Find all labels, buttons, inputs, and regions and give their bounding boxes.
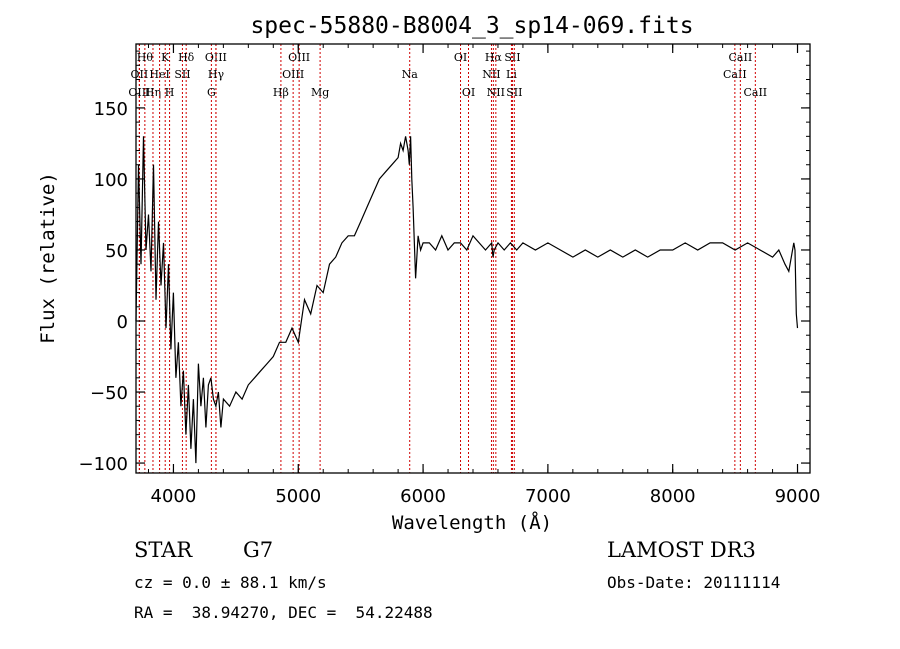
y-tick-label-0: −100	[79, 454, 128, 475]
line-markers: OIIOIIIHθHηHeIKHSIIHδGOIIIHγHβOIIIOIIIMg…	[128, 44, 767, 473]
marker-label-19: NII	[482, 68, 500, 81]
object-subclass: G7	[243, 538, 274, 562]
y-tick-label-3: 50	[105, 241, 128, 262]
y-axis-label: Flux (relative)	[37, 172, 59, 344]
x-tick-label-0: 4000	[151, 486, 197, 507]
marker-label-22: SII	[504, 51, 520, 64]
marker-label-7: SII	[174, 68, 190, 81]
x-axis-label: Wavelength (Å)	[392, 511, 552, 534]
x-tick-label-3: 7000	[525, 486, 571, 507]
marker-label-18: OI	[462, 86, 475, 99]
y-tick-label-2: 0	[117, 312, 128, 333]
marker-label-5: K	[161, 51, 170, 64]
y-tick-label-4: 100	[94, 170, 128, 191]
marker-label-4: HeI	[149, 68, 169, 81]
object-class: STAR	[134, 538, 193, 562]
x-tick-label-1: 5000	[275, 486, 321, 507]
marker-label-16: Na	[402, 68, 419, 81]
marker-label-2: Hθ	[137, 51, 154, 64]
x-tick-label-2: 6000	[400, 486, 446, 507]
x-tick-label-4: 8000	[650, 486, 696, 507]
axis-ticks: 4000 5000 6000 7000 8000 9000 −100 −50 0 50 100 150	[79, 44, 821, 507]
marker-label-25: CaII	[723, 68, 747, 81]
marker-label-27: CaII	[743, 86, 767, 99]
marker-label-11: Hγ	[208, 68, 225, 81]
marker-label-8: Hδ	[178, 51, 195, 64]
chart-title: spec-55880-B8004_3_sp14-069.fits	[250, 13, 693, 39]
marker-label-13: OIII	[282, 68, 304, 81]
y-tick-label-5: 150	[94, 99, 128, 120]
marker-label-21: NII	[487, 86, 505, 99]
marker-label-9: G	[207, 86, 216, 99]
marker-label-26: CaII	[729, 51, 753, 64]
marker-label-3: Hη	[145, 86, 161, 99]
survey-name: LAMOST DR3	[607, 538, 756, 562]
marker-label-17: OI	[454, 51, 467, 64]
obs-date-text: Obs-Date: 20111114	[607, 573, 781, 592]
marker-label-12: Hβ	[273, 86, 289, 99]
y-tick-label-1: −50	[90, 383, 128, 404]
marker-label-20: Hα	[485, 51, 503, 64]
redshift-text: cz = 0.0 ± 88.1 km/s	[134, 573, 327, 592]
marker-label-23: Li	[506, 68, 517, 81]
marker-label-6: H	[165, 86, 175, 99]
radec-text: RA = 38.94270, DEC = 54.22488	[134, 603, 433, 622]
marker-label-24: SII	[506, 86, 522, 99]
flux-line	[135, 136, 799, 464]
marker-label-0: OII	[131, 68, 149, 81]
flux-series	[135, 136, 799, 464]
x-tick-label-5: 9000	[775, 486, 821, 507]
plot-frame	[135, 43, 811, 474]
marker-label-14: OIII	[288, 51, 310, 64]
marker-label-15: Mg	[311, 86, 329, 99]
